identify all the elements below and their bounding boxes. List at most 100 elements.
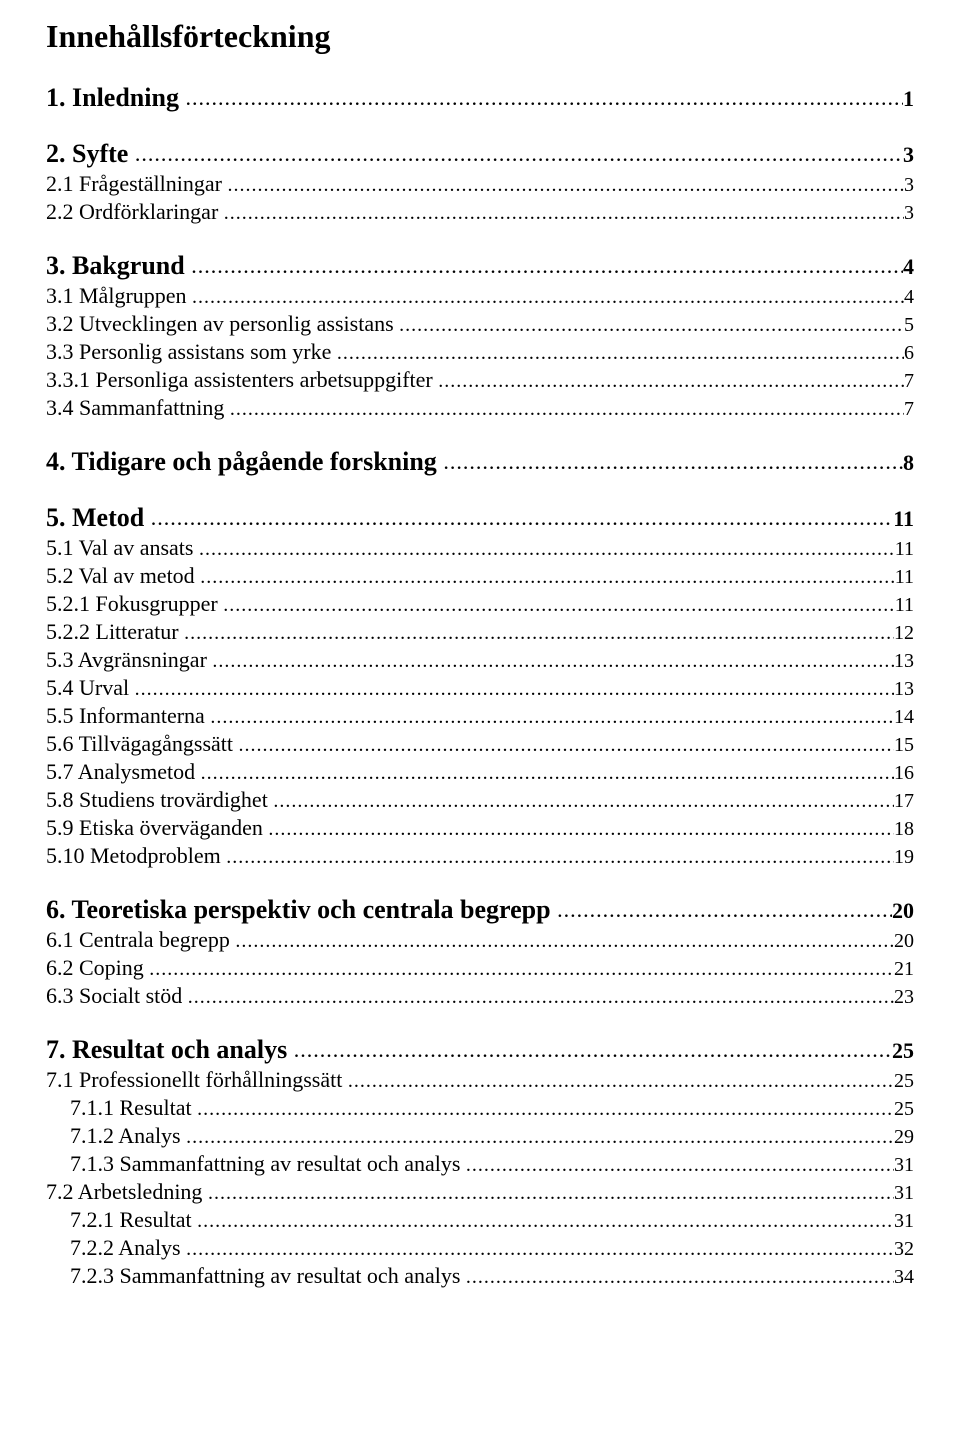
toc-entry-label: 5.2.1 Fokusgrupper <box>46 591 218 617</box>
toc-entry: 2. Syfte ...............................… <box>46 139 914 169</box>
toc-entry: 5.2 Val av metod .......................… <box>46 563 914 589</box>
toc-entry-page: 8 <box>903 450 914 476</box>
toc-leader-dots: ........................................… <box>199 538 895 561</box>
toc-entry-page: 15 <box>894 734 914 757</box>
toc-entry-page: 14 <box>894 706 914 729</box>
toc-entry: 5.2.1 Fokusgrupper .....................… <box>46 591 914 617</box>
toc-entry-page: 3 <box>903 142 914 168</box>
toc-entry-label: 5.5 Informanterna <box>46 703 205 729</box>
toc-leader-dots: ........................................… <box>268 818 894 841</box>
toc-entry-page: 13 <box>894 650 914 673</box>
toc-entry-label: 4. Tidigare och pågående forskning <box>46 447 437 477</box>
toc-leader-dots: ........................................… <box>186 1126 894 1149</box>
toc-entry: 7.2.1 Resultat .........................… <box>46 1207 914 1233</box>
toc-entry: 5.2.2 Litteratur .......................… <box>46 619 914 645</box>
toc-entry-label: 5.4 Urval <box>46 675 129 701</box>
toc-leader-dots: ........................................… <box>184 622 894 645</box>
toc-leader-dots: ........................................… <box>210 706 894 729</box>
toc-leader-dots: ........................................… <box>466 1154 894 1177</box>
toc-entry-page: 32 <box>894 1238 914 1261</box>
toc-entry: 7.1.1 Resultat .........................… <box>46 1095 914 1121</box>
toc-leader-dots: ........................................… <box>135 141 903 167</box>
toc-entry-label: 7.1.2 Analys <box>70 1123 181 1149</box>
toc-leader-dots: ........................................… <box>294 1037 892 1063</box>
toc-entry: 5.3 Avgränsningar ......................… <box>46 647 914 673</box>
toc-entry-page: 7 <box>904 370 914 393</box>
toc-entry-page: 3 <box>904 202 914 225</box>
toc-entry: 5. Metod ...............................… <box>46 503 914 533</box>
toc-entry-page: 11 <box>895 538 914 561</box>
toc-leader-dots: ........................................… <box>185 85 903 111</box>
toc-leader-dots: ........................................… <box>466 1266 894 1289</box>
toc-entry: 5.9 Etiska överväganden ................… <box>46 815 914 841</box>
toc-entry: 4. Tidigare och pågående forskning .....… <box>46 447 914 477</box>
toc-entry-label: 3.2 Utvecklingen av personlig assistans <box>46 311 394 337</box>
toc-entry: 7.2 Arbetsledning ......................… <box>46 1179 914 1205</box>
toc-entry-label: 6.2 Coping <box>46 955 144 981</box>
toc-leader-dots: ........................................… <box>191 253 903 279</box>
toc-entry-label: 7.2.2 Analys <box>70 1235 181 1261</box>
toc-leader-dots: ........................................… <box>188 986 894 1009</box>
toc-entry-label: 7.2.1 Resultat <box>70 1207 192 1233</box>
toc-leader-dots: ........................................… <box>443 449 903 475</box>
toc-leader-dots: ........................................… <box>227 174 904 197</box>
toc-entry-page: 4 <box>904 286 914 309</box>
toc-entry-page: 29 <box>894 1126 914 1149</box>
toc-entry-label: 5.2.2 Litteratur <box>46 619 179 645</box>
toc-entry: 3.1 Målgruppen .........................… <box>46 283 914 309</box>
toc-entry-page: 3 <box>904 174 914 197</box>
toc-leader-dots: ........................................… <box>235 930 894 953</box>
toc-entry-page: 1 <box>903 86 914 112</box>
toc-entry-label: 3.3 Personlig assistans som yrke <box>46 339 331 365</box>
toc-entry-page: 31 <box>894 1154 914 1177</box>
toc-entry-label: 7. Resultat och analys <box>46 1035 287 1065</box>
toc-entry: 3. Bakgrund ............................… <box>46 251 914 281</box>
toc-page: Innehållsförteckning 1. Inledning ......… <box>0 0 960 1329</box>
toc-leader-dots: ........................................… <box>197 1210 894 1233</box>
toc-entry: 5.10 Metodproblem ......................… <box>46 843 914 869</box>
toc-entry-label: 5.9 Etiska överväganden <box>46 815 263 841</box>
toc-leader-dots: ........................................… <box>230 398 904 421</box>
toc-entry-label: 7.1.3 Sammanfattning av resultat och ana… <box>70 1151 460 1177</box>
toc-entry-label: 5.8 Studiens trovärdighet <box>46 787 268 813</box>
toc-entry: 5.7 Analysmetod ........................… <box>46 759 914 785</box>
toc-entry: 2.2 Ordförklaringar ....................… <box>46 199 914 225</box>
toc-entry-label: 3. Bakgrund <box>46 251 185 281</box>
toc-entry-label: 5.1 Val av ansats <box>46 535 193 561</box>
toc-leader-dots: ........................................… <box>151 505 894 531</box>
toc-entry-label: 7.2.3 Sammanfattning av resultat och ana… <box>70 1263 460 1289</box>
toc-entry: 1. Inledning ...........................… <box>46 83 914 113</box>
toc-entry-page: 11 <box>895 594 914 617</box>
toc-entry: 3.3.1 Personliga assistenters arbetsuppg… <box>46 367 914 393</box>
toc-entry-page: 11 <box>893 506 914 532</box>
toc-entry: 5.8 Studiens trovärdighet ..............… <box>46 787 914 813</box>
toc-entry-label: 6.3 Socialt stöd <box>46 983 182 1009</box>
toc-entry-page: 18 <box>894 818 914 841</box>
toc-entry-page: 25 <box>894 1098 914 1121</box>
toc-leader-dots: ........................................… <box>135 678 894 701</box>
toc-entry-page: 20 <box>894 930 914 953</box>
toc-entry-label: 3.4 Sammanfattning <box>46 395 224 421</box>
toc-entry: 3.3 Personlig assistans som yrke .......… <box>46 339 914 365</box>
toc-leader-dots: ........................................… <box>201 762 894 785</box>
toc-entry: 3.2 Utvecklingen av personlig assistans … <box>46 311 914 337</box>
toc-entry-page: 23 <box>894 986 914 1009</box>
toc-entry-page: 11 <box>895 566 914 589</box>
toc-entry-label: 6.1 Centrala begrepp <box>46 927 230 953</box>
toc-leader-dots: ........................................… <box>337 342 904 365</box>
toc-entry-page: 4 <box>903 254 914 280</box>
toc-entry-page: 20 <box>892 898 914 924</box>
toc-entry-label: 7.1 Professionellt förhållningssätt <box>46 1067 342 1093</box>
toc-entry-label: 2.1 Frågeställningar <box>46 171 222 197</box>
toc-entry-page: 21 <box>894 958 914 981</box>
toc-leader-dots: ........................................… <box>197 1098 894 1121</box>
toc-entry: 5.1 Val av ansats ......................… <box>46 535 914 561</box>
toc-entry-label: 5.7 Analysmetod <box>46 759 195 785</box>
toc-entry: 3.4 Sammanfattning .....................… <box>46 395 914 421</box>
toc-leader-dots: ........................................… <box>273 790 894 813</box>
toc-entry-label: 7.1.1 Resultat <box>70 1095 192 1121</box>
toc-entry: 7.1.3 Sammanfattning av resultat och ana… <box>46 1151 914 1177</box>
toc-leader-dots: ........................................… <box>208 1182 894 1205</box>
toc-leader-dots: ........................................… <box>224 202 904 225</box>
toc-entry: 5.6 Tillvägagångssätt ..................… <box>46 731 914 757</box>
